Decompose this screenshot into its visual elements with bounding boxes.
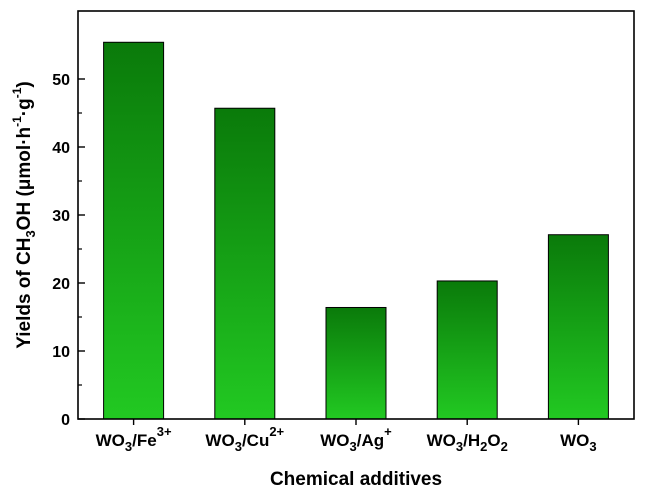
x-tick-label-2: WO3/Ag+: [320, 424, 392, 454]
y-axis-label: Yields of CH3OH (μmol·h-1·g-1): [10, 81, 38, 349]
y-tick-label-2: 20: [52, 276, 70, 293]
bar-4: [547, 234, 609, 420]
y-axis: 0 10 20 30 40 50: [52, 72, 85, 429]
x-axis: WO3/Fe3+ WO3/Cu2+ WO3/Ag+ WO3/H2O2 WO3: [96, 419, 597, 454]
y-tick-label-1: 10: [52, 344, 70, 361]
y-tick-label-0: 0: [61, 412, 70, 429]
bar-0: [103, 41, 165, 420]
x-tick-label-3: WO3/H2O2: [427, 431, 508, 454]
x-tick-label-4: WO3: [560, 431, 597, 454]
bar-2: [325, 306, 387, 420]
bar-3: [436, 280, 498, 420]
x-axis-label: Chemical additives: [270, 469, 442, 490]
y-tick-label-3: 30: [52, 208, 70, 225]
bars-group: [103, 41, 609, 420]
x-tick-label-0: WO3/Fe3+: [96, 424, 172, 454]
x-tick-label-1: WO3/Cu2+: [205, 424, 284, 454]
y-tick-label-4: 40: [52, 140, 70, 157]
bar-1: [214, 107, 276, 420]
y-tick-label-5: 50: [52, 72, 70, 89]
